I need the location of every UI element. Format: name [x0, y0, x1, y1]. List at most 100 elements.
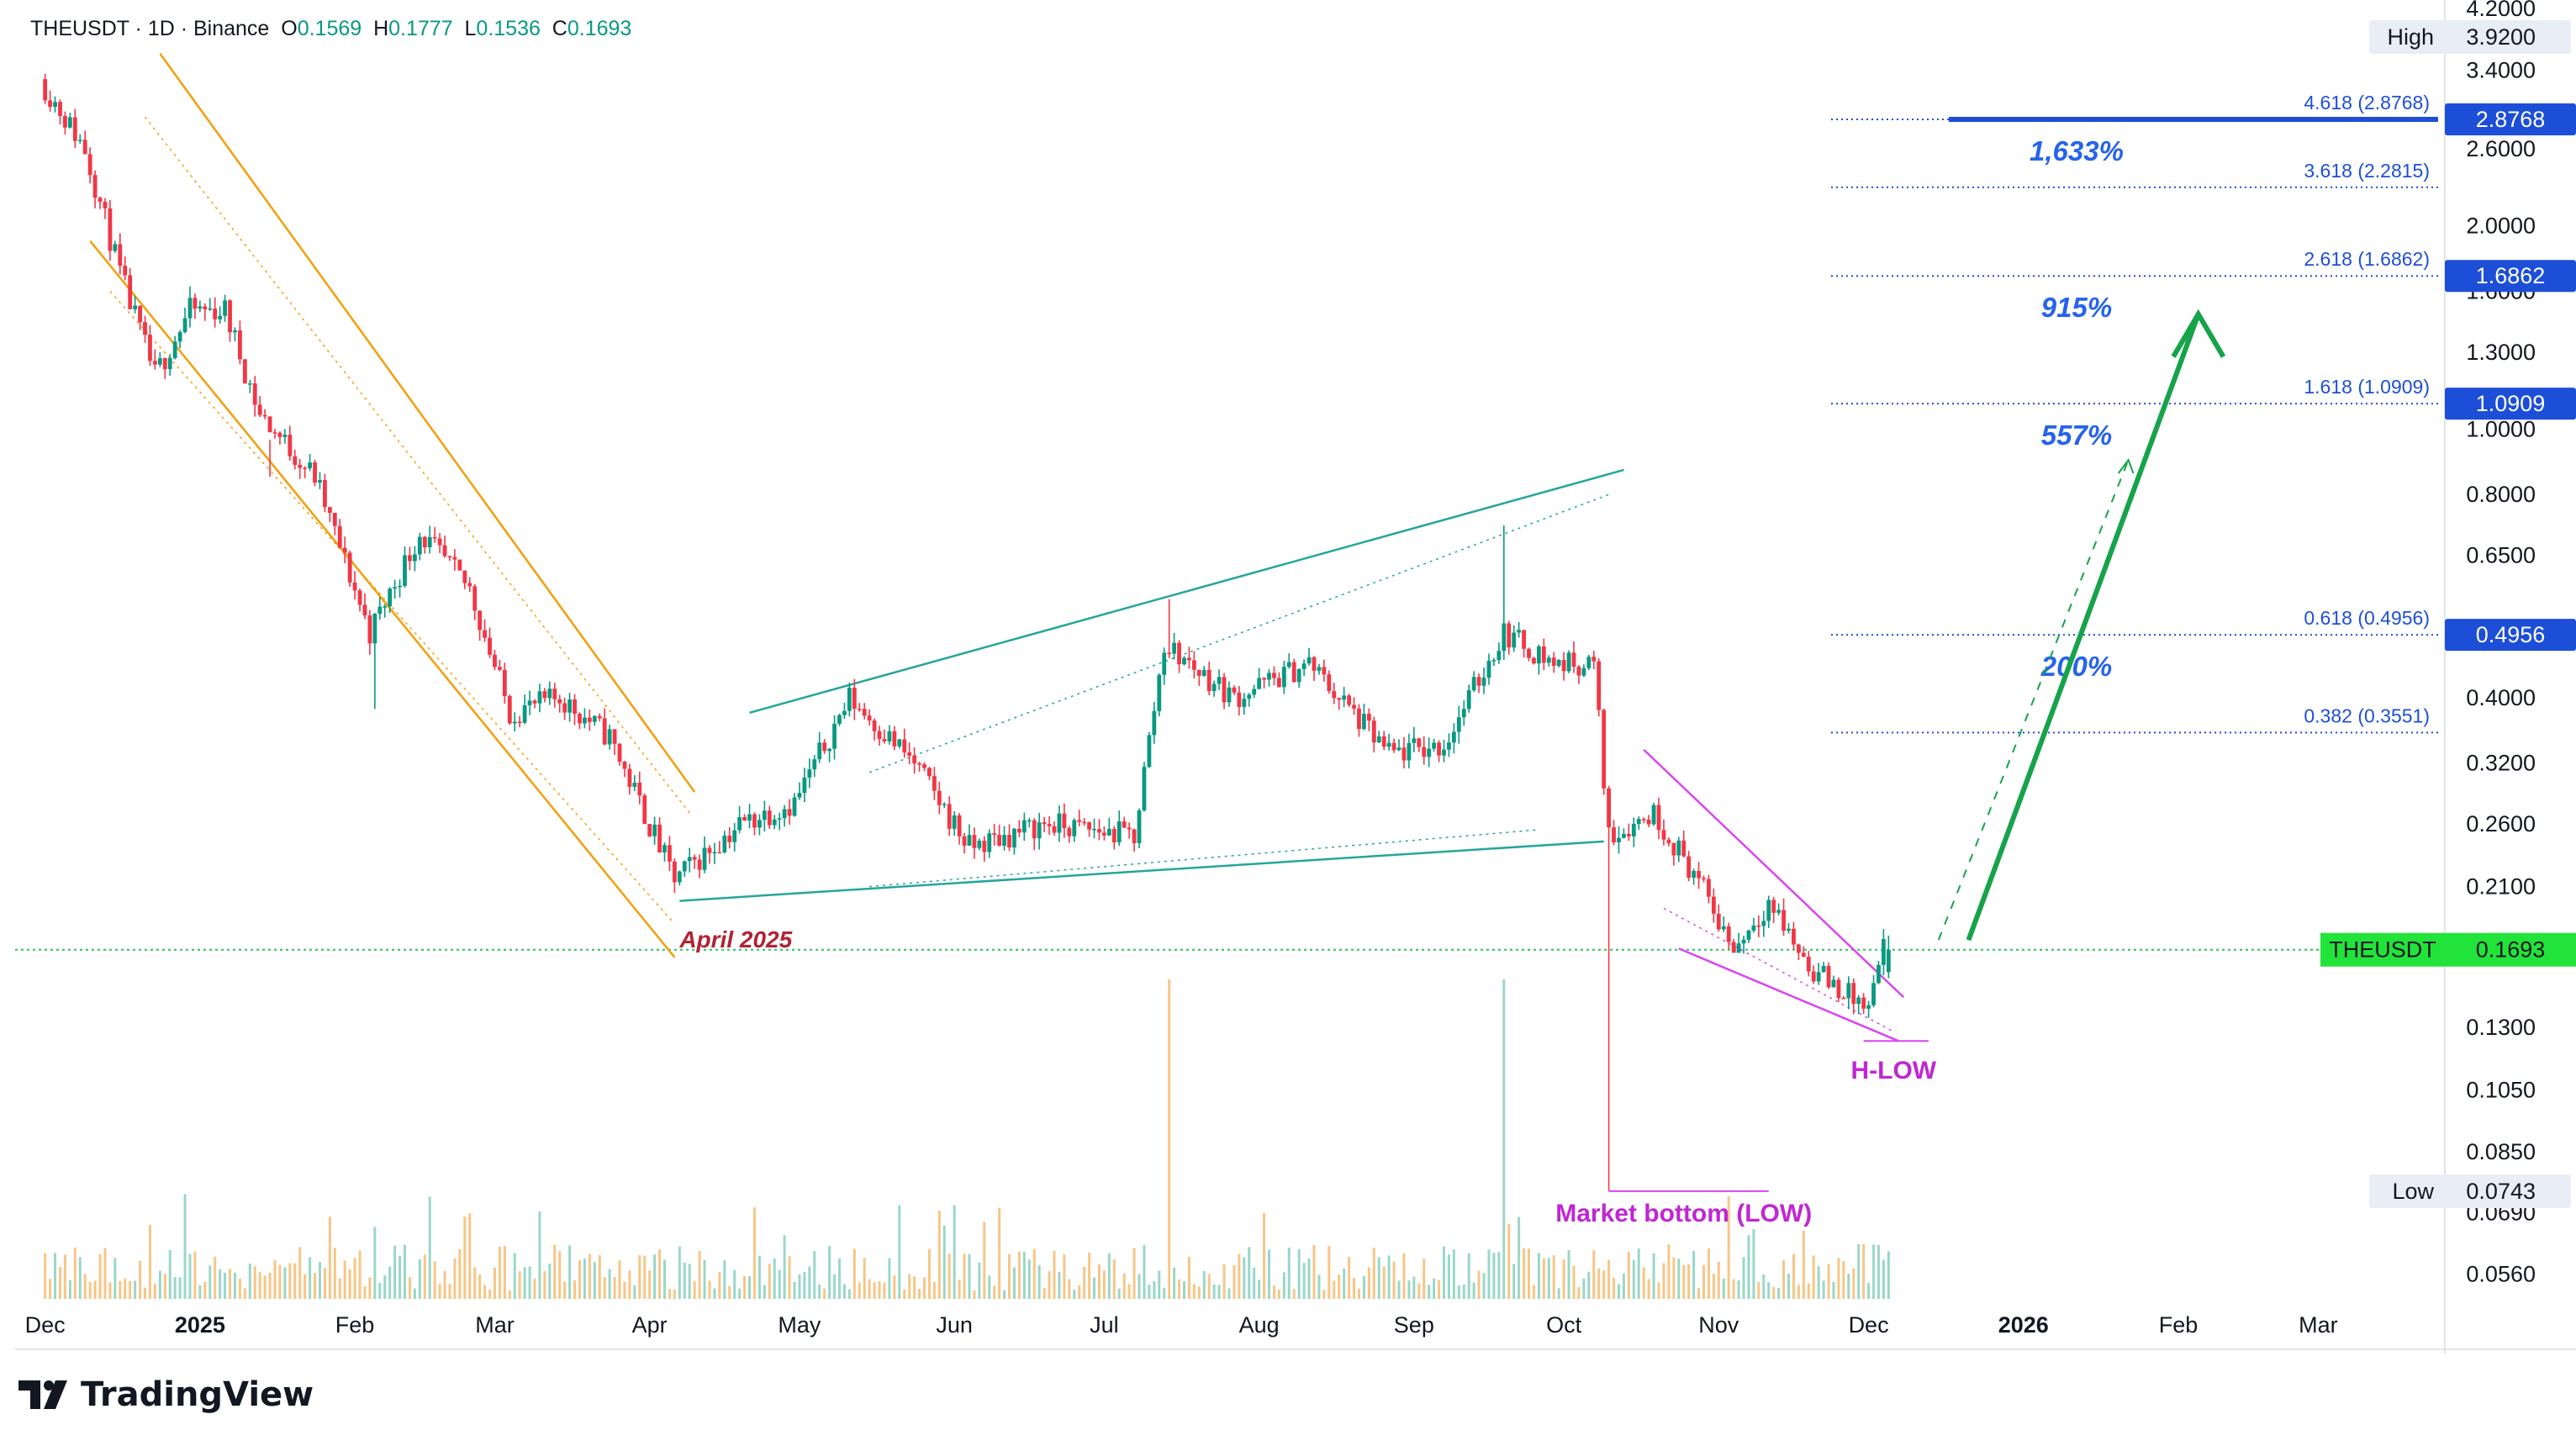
candle-body — [103, 202, 108, 208]
candle-body — [1751, 925, 1756, 931]
volume-bar — [219, 1269, 222, 1299]
volume-bar — [922, 1277, 926, 1299]
candle — [552, 683, 557, 708]
candle — [827, 747, 831, 763]
candle — [1451, 723, 1456, 754]
volume-bar — [1387, 1255, 1391, 1299]
volume-bar — [498, 1247, 501, 1299]
volume-bar — [1472, 1282, 1475, 1299]
candle-body — [1497, 651, 1502, 661]
candle — [457, 559, 462, 571]
volume-bar — [858, 1282, 861, 1299]
volume-bar — [1662, 1263, 1665, 1299]
candle-body — [1602, 710, 1607, 789]
x-tick-label: Aug — [1239, 1312, 1280, 1338]
tradingview-brand[interactable]: TradingView — [18, 1375, 314, 1414]
projection-arrow-head — [2171, 309, 2226, 358]
volume-bar — [478, 1274, 482, 1299]
candle-body — [1002, 835, 1006, 847]
candle — [1062, 803, 1067, 838]
volume-bar — [188, 1253, 192, 1299]
candle — [712, 842, 717, 864]
candle — [1666, 837, 1671, 847]
open-label: O — [281, 17, 298, 40]
candle-body — [1666, 839, 1671, 844]
candle — [398, 579, 402, 598]
candle — [657, 817, 662, 853]
volume-bar — [888, 1258, 891, 1299]
volume-bar — [1392, 1261, 1396, 1299]
volume-bar — [248, 1264, 251, 1299]
low-marker-value: 0.0743 — [2466, 1179, 2536, 1204]
fib-level-label: 1.618 (1.0909) — [2304, 376, 2430, 398]
candle — [762, 800, 767, 832]
volume-bar — [1032, 1248, 1036, 1299]
candle — [1342, 686, 1347, 708]
candle — [493, 649, 497, 671]
candle — [148, 325, 152, 367]
volume-bar — [1343, 1268, 1346, 1299]
candle-body — [1826, 965, 1831, 988]
candle-body — [1072, 820, 1077, 836]
candle — [1746, 929, 1751, 943]
volume-bar — [523, 1267, 526, 1299]
candle-body — [1196, 669, 1201, 676]
candle — [727, 826, 732, 849]
candle-body — [1376, 736, 1381, 743]
volume-bar — [1677, 1259, 1681, 1299]
candle-body — [1566, 652, 1571, 672]
candle-body — [1062, 813, 1067, 829]
candle — [1711, 888, 1716, 923]
candle-body — [1816, 972, 1821, 982]
candle — [1447, 733, 1451, 757]
volume-bar — [1317, 1274, 1321, 1299]
candle-body — [1306, 657, 1312, 664]
candle-body — [907, 752, 912, 756]
candle-body — [1481, 678, 1486, 686]
candle-body — [257, 404, 262, 415]
candle-body — [427, 536, 432, 548]
candle — [987, 829, 992, 858]
volume-bar — [1088, 1252, 1091, 1299]
channel-inner-line — [109, 291, 675, 925]
volume-bar — [1482, 1273, 1486, 1299]
candle-body — [952, 815, 957, 829]
candle-body — [293, 456, 298, 465]
candle — [1427, 737, 1432, 768]
candle — [1512, 625, 1517, 652]
candle-body — [1761, 921, 1766, 926]
candle — [277, 431, 282, 445]
volume-bar — [988, 1275, 991, 1299]
volume-bar — [1097, 1264, 1101, 1299]
volume-bar — [913, 1276, 916, 1299]
candle-body — [1486, 661, 1491, 678]
volume-bar — [1017, 1251, 1021, 1299]
candle — [1391, 738, 1396, 753]
candle-body — [233, 330, 237, 333]
candle — [388, 587, 393, 614]
candle-body — [627, 768, 632, 787]
tradingview-logo-icon — [18, 1380, 67, 1409]
candle-body — [1366, 714, 1371, 721]
candle — [907, 742, 912, 764]
fib-price-tag-text: 0.4956 — [2476, 622, 2546, 647]
candle — [282, 429, 288, 444]
candle-body — [897, 739, 902, 747]
volume-bar — [1107, 1253, 1111, 1299]
volume-bar — [1852, 1268, 1855, 1299]
candle-body — [1127, 827, 1132, 830]
wedge-inner-line — [1663, 907, 1894, 1032]
candle-body — [92, 175, 98, 198]
y-tick-label: 4.2000 — [2466, 0, 2536, 21]
candle-body — [1787, 928, 1791, 931]
candle — [1217, 669, 1222, 690]
y-tick-label: 0.3200 — [2466, 751, 2536, 776]
volume-bar — [873, 1282, 876, 1299]
candle — [583, 708, 587, 729]
volume-bar — [1442, 1246, 1445, 1299]
candle-body — [1792, 928, 1796, 945]
volume-bar — [1592, 1250, 1596, 1299]
candle — [472, 583, 478, 620]
